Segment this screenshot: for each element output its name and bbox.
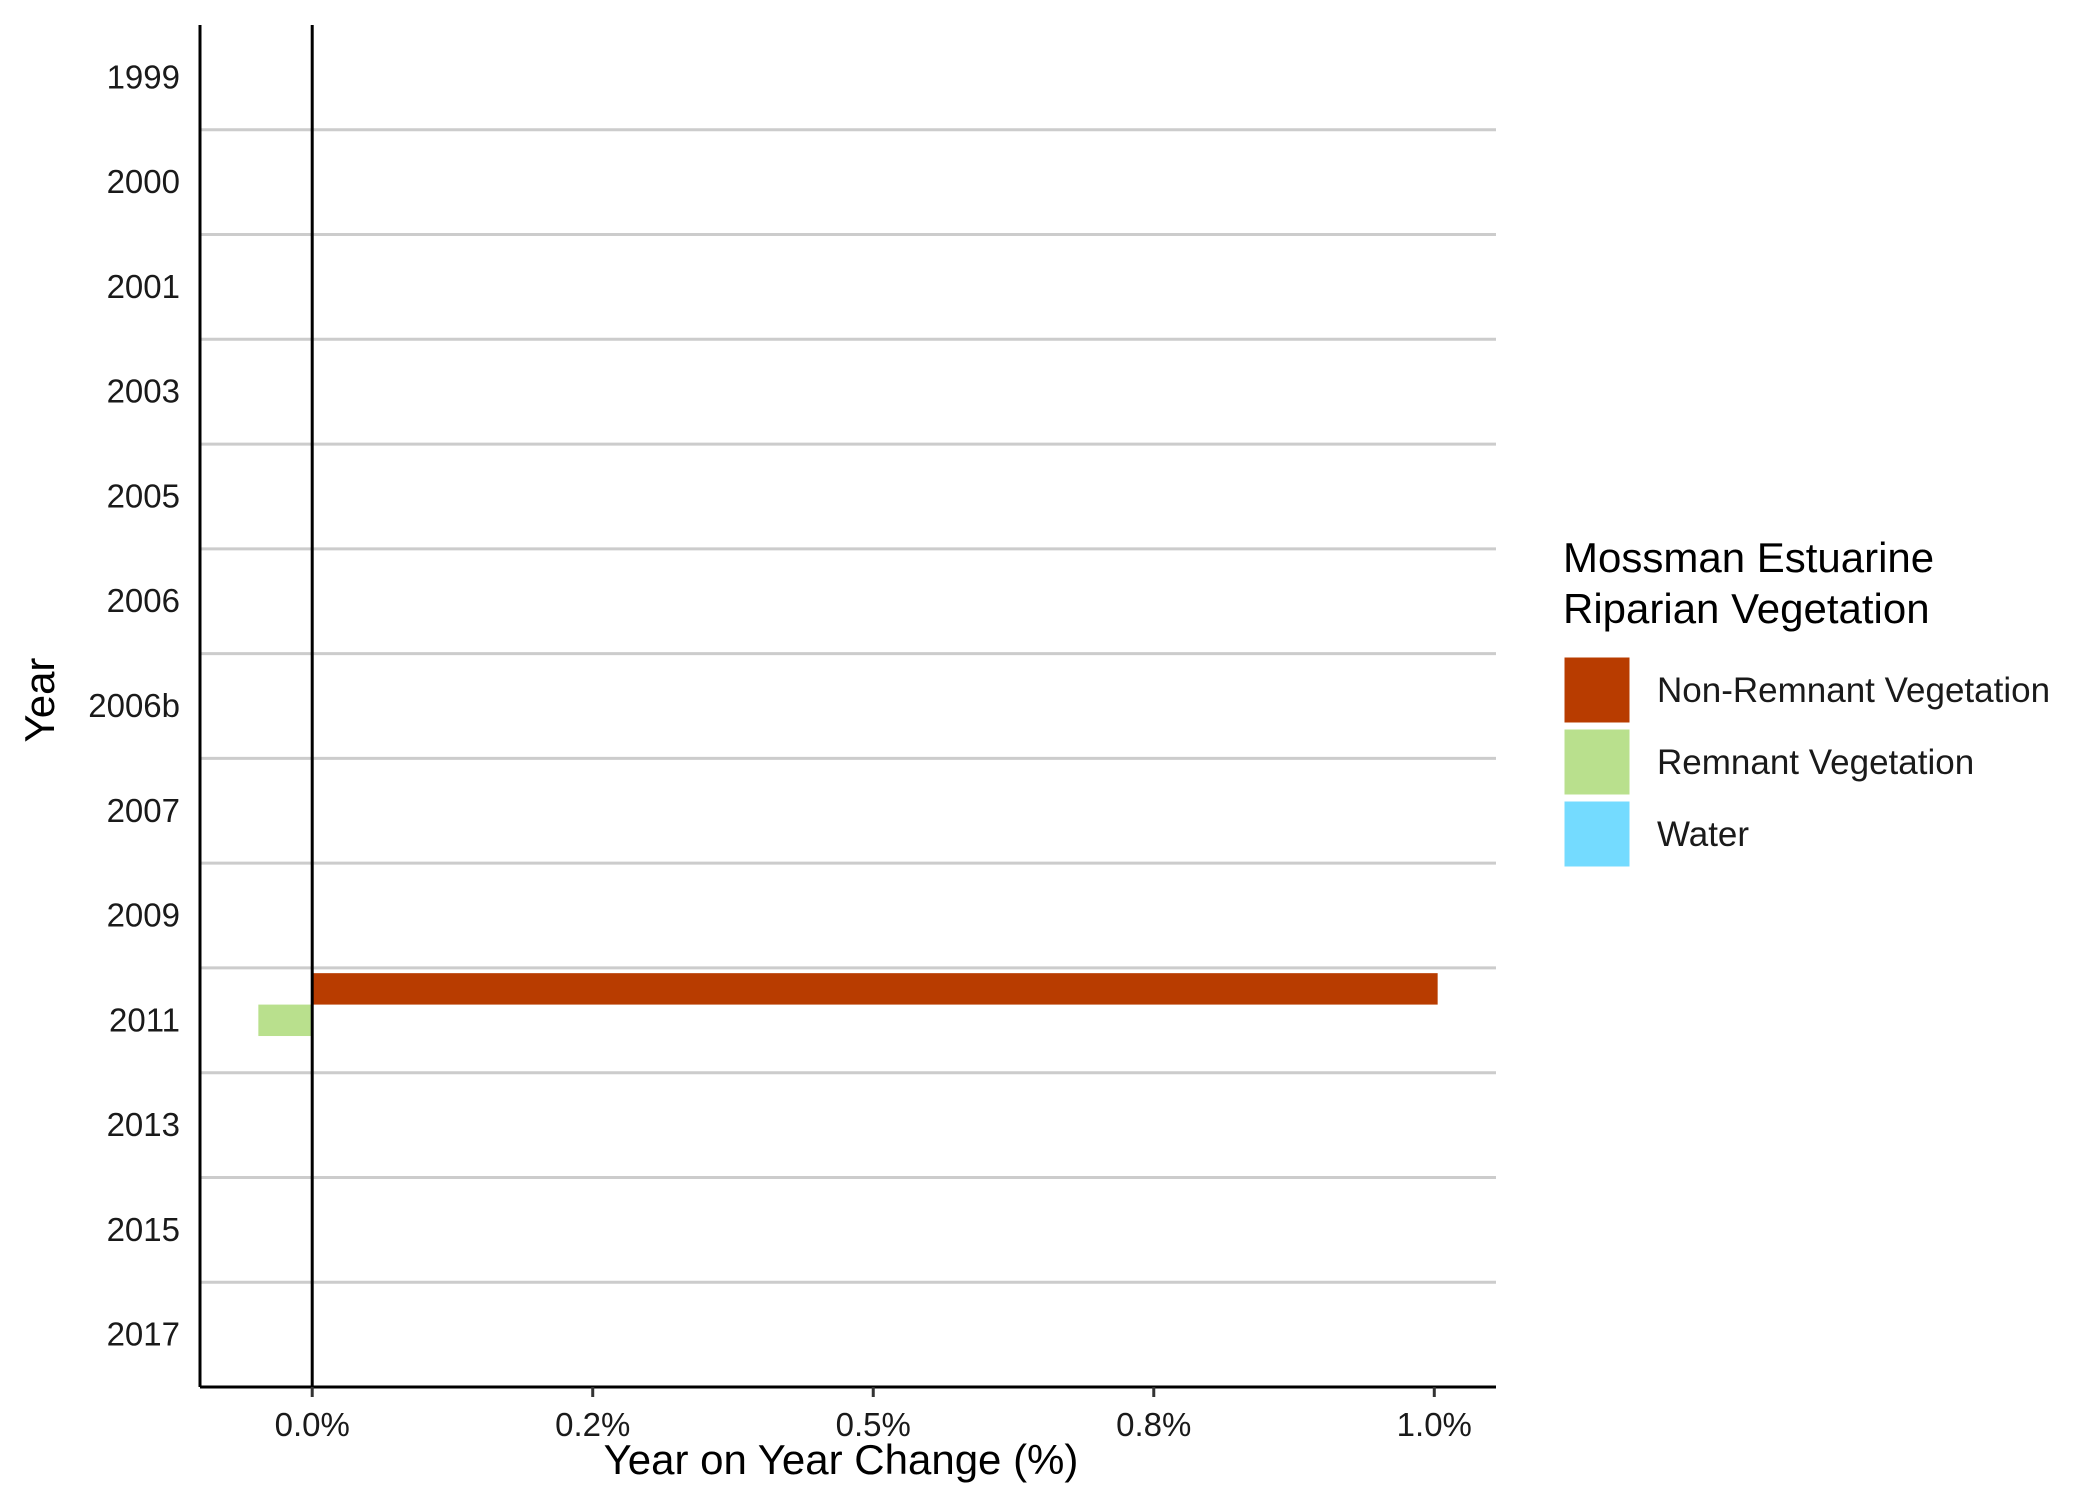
legend-label: Water	[1657, 815, 1749, 854]
y-tick-label: 2006b	[88, 687, 180, 724]
y-tick-labels: 1999 2000 2001 2003 2005 2006 2006b 2007 2009 201…	[88, 58, 180, 1352]
y-axis-title: Year	[16, 658, 63, 743]
y-tick-label: 2015	[107, 1211, 180, 1248]
y-tick-label: 2009	[107, 897, 180, 934]
bars	[258, 973, 1438, 1037]
y-tick-label: 2017	[107, 1316, 180, 1353]
x-axis-title: Year on Year Change (%)	[604, 1436, 1079, 1483]
axes	[198, 25, 1496, 1389]
y-tick-label: 2013	[107, 1106, 180, 1143]
y-tick-label: 2005	[107, 477, 180, 514]
legend: Mossman Estuarine Riparian Vegetation No…	[1561, 534, 2050, 870]
y-tick-label: 2011	[109, 1001, 180, 1038]
y-tick-label: 2000	[107, 163, 180, 200]
y-tick-label: 2001	[107, 268, 180, 305]
x-tick-labels: 0.0% 0.2% 0.5% 0.8% 1.0%	[275, 1387, 1472, 1443]
legend-items: Non-Remnant Vegetation Remnant Vegetation…	[1561, 654, 2050, 870]
x-tick-label: 0.8%	[1116, 1406, 1191, 1443]
grid-lines	[200, 128, 1496, 1284]
x-tick-label: 1.0%	[1397, 1406, 1472, 1443]
legend-key-water	[1561, 798, 1633, 870]
bar-2011-remnant-vegetation	[258, 1004, 313, 1037]
y-tick-label: 2006	[107, 582, 180, 619]
legend-label: Non-Remnant Vegetation	[1657, 671, 2050, 710]
legend-key-non-remnant-vegetation	[1561, 654, 1633, 726]
y-tick-label: 2007	[107, 792, 180, 829]
x-tick-label: 0.0%	[275, 1406, 350, 1443]
x-tick-label: 0.2%	[555, 1406, 630, 1443]
y-tick-label: 1999	[107, 58, 180, 95]
legend-key-remnant-vegetation	[1561, 726, 1633, 798]
legend-label: Remnant Vegetation	[1657, 743, 1974, 782]
x-tick-label: 0.5%	[836, 1406, 911, 1443]
bar-2011-non-remnant-vegetation	[312, 973, 1438, 1005]
y-tick-label: 2003	[107, 373, 180, 410]
legend-title-line-1: Mossman Estuarine	[1563, 534, 1934, 581]
legend-title-line-2: Riparian Vegetation	[1563, 585, 1930, 632]
